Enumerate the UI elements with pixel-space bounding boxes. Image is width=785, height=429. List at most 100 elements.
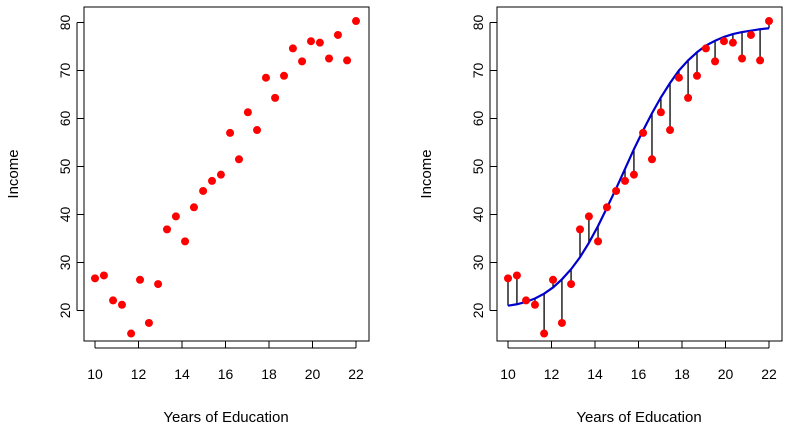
y-tick-label: 20 xyxy=(470,303,486,319)
x-tick-label: 20 xyxy=(305,366,321,382)
data-point xyxy=(208,176,217,185)
data-point xyxy=(154,280,163,289)
data-point xyxy=(674,73,683,82)
data-point xyxy=(639,128,648,137)
data-point xyxy=(693,71,702,80)
y-axis: 20 30 40 50 60 70 80 xyxy=(470,15,497,319)
data-point xyxy=(512,271,521,280)
data-point xyxy=(540,329,549,338)
data-point xyxy=(181,237,190,246)
x-axis-title: Years of Education xyxy=(576,409,701,426)
y-tick-label: 30 xyxy=(470,255,486,271)
data-point xyxy=(701,44,710,53)
data-point xyxy=(117,300,126,309)
data-point xyxy=(746,30,755,39)
data-point xyxy=(584,212,593,221)
data-point xyxy=(162,225,171,234)
data-point xyxy=(333,30,342,39)
data-point xyxy=(530,300,539,309)
y-axis-title: Income xyxy=(418,149,435,198)
y-tick-label: 40 xyxy=(57,207,73,223)
y-tick-label: 50 xyxy=(57,159,73,175)
x-tick-label: 16 xyxy=(218,366,234,382)
data-point xyxy=(288,44,297,53)
y-tick-label: 70 xyxy=(57,63,73,79)
chart-panel-left: 10 12 14 16 18 20 22 20 30 40 50 60 70 80 Years of E… xyxy=(5,6,370,426)
data-point xyxy=(91,274,99,283)
data-point xyxy=(253,126,262,135)
y-axis-title: Income xyxy=(5,149,22,198)
data-point xyxy=(567,280,576,289)
residual-lines xyxy=(507,21,770,334)
y-tick-label: 60 xyxy=(470,111,486,127)
x-tick-label: 14 xyxy=(174,366,190,382)
data-point xyxy=(728,38,737,47)
y-axis: 20 30 40 50 60 70 80 xyxy=(57,15,84,319)
data-point xyxy=(298,57,307,66)
data-point xyxy=(243,108,252,117)
x-tick-label: 22 xyxy=(348,366,364,382)
data-point xyxy=(127,329,136,338)
data-point xyxy=(719,37,728,46)
y-tick-label: 80 xyxy=(57,15,73,31)
data-point xyxy=(647,155,656,164)
data-point xyxy=(189,203,198,212)
data-point xyxy=(280,71,289,80)
x-tick-label: 12 xyxy=(544,366,560,382)
plot-frame xyxy=(496,6,783,342)
data-point xyxy=(216,170,225,179)
data-point xyxy=(602,203,611,212)
data-point xyxy=(684,93,693,102)
y-tick-label: 70 xyxy=(470,63,486,79)
x-tick-label: 18 xyxy=(261,366,277,382)
y-tick-label: 80 xyxy=(470,15,486,31)
data-point xyxy=(621,176,630,185)
data-point xyxy=(612,186,621,195)
x-tick-label: 22 xyxy=(761,366,777,382)
data-point xyxy=(765,17,773,26)
fit-line xyxy=(507,27,770,307)
fitted-curve xyxy=(507,27,770,307)
x-tick-label: 16 xyxy=(631,366,647,382)
data-point xyxy=(144,318,153,327)
x-axis-title: Years of Education xyxy=(163,409,288,426)
data-point xyxy=(199,186,208,195)
x-tick-label: 20 xyxy=(718,366,734,382)
data-point xyxy=(522,296,531,305)
y-tick-label: 40 xyxy=(470,207,486,223)
data-points xyxy=(504,17,773,338)
data-point xyxy=(306,37,315,46)
data-points xyxy=(91,17,360,338)
data-point xyxy=(315,38,324,47)
data-point xyxy=(109,296,118,305)
data-point xyxy=(325,54,334,63)
data-point xyxy=(171,212,180,221)
x-tick-label: 18 xyxy=(674,366,690,382)
data-point xyxy=(629,170,638,179)
data-point xyxy=(226,128,235,137)
plot-frame xyxy=(83,6,370,342)
data-point xyxy=(738,54,747,63)
x-tick-label: 14 xyxy=(587,366,603,382)
data-point xyxy=(549,275,558,284)
data-point xyxy=(594,237,603,246)
data-point xyxy=(756,56,765,65)
x-tick-label: 10 xyxy=(87,366,103,382)
data-point xyxy=(271,93,280,102)
data-point xyxy=(99,271,108,280)
data-point xyxy=(557,318,566,327)
data-point xyxy=(234,155,243,164)
x-tick-label: 12 xyxy=(131,366,147,382)
data-point xyxy=(136,275,145,284)
x-axis: 10 12 14 16 18 20 22 xyxy=(87,341,364,382)
data-point xyxy=(666,126,675,135)
x-tick-label: 10 xyxy=(500,366,516,382)
y-tick-label: 50 xyxy=(470,159,486,175)
x-axis: 10 12 14 16 18 20 22 xyxy=(500,341,777,382)
data-point xyxy=(261,73,270,82)
chart-panel-right: 10 12 14 16 18 20 22 20 30 40 50 60 70 80 Years of E… xyxy=(418,6,783,426)
y-tick-label: 20 xyxy=(57,303,73,319)
data-point xyxy=(656,108,665,117)
data-point xyxy=(504,274,512,283)
